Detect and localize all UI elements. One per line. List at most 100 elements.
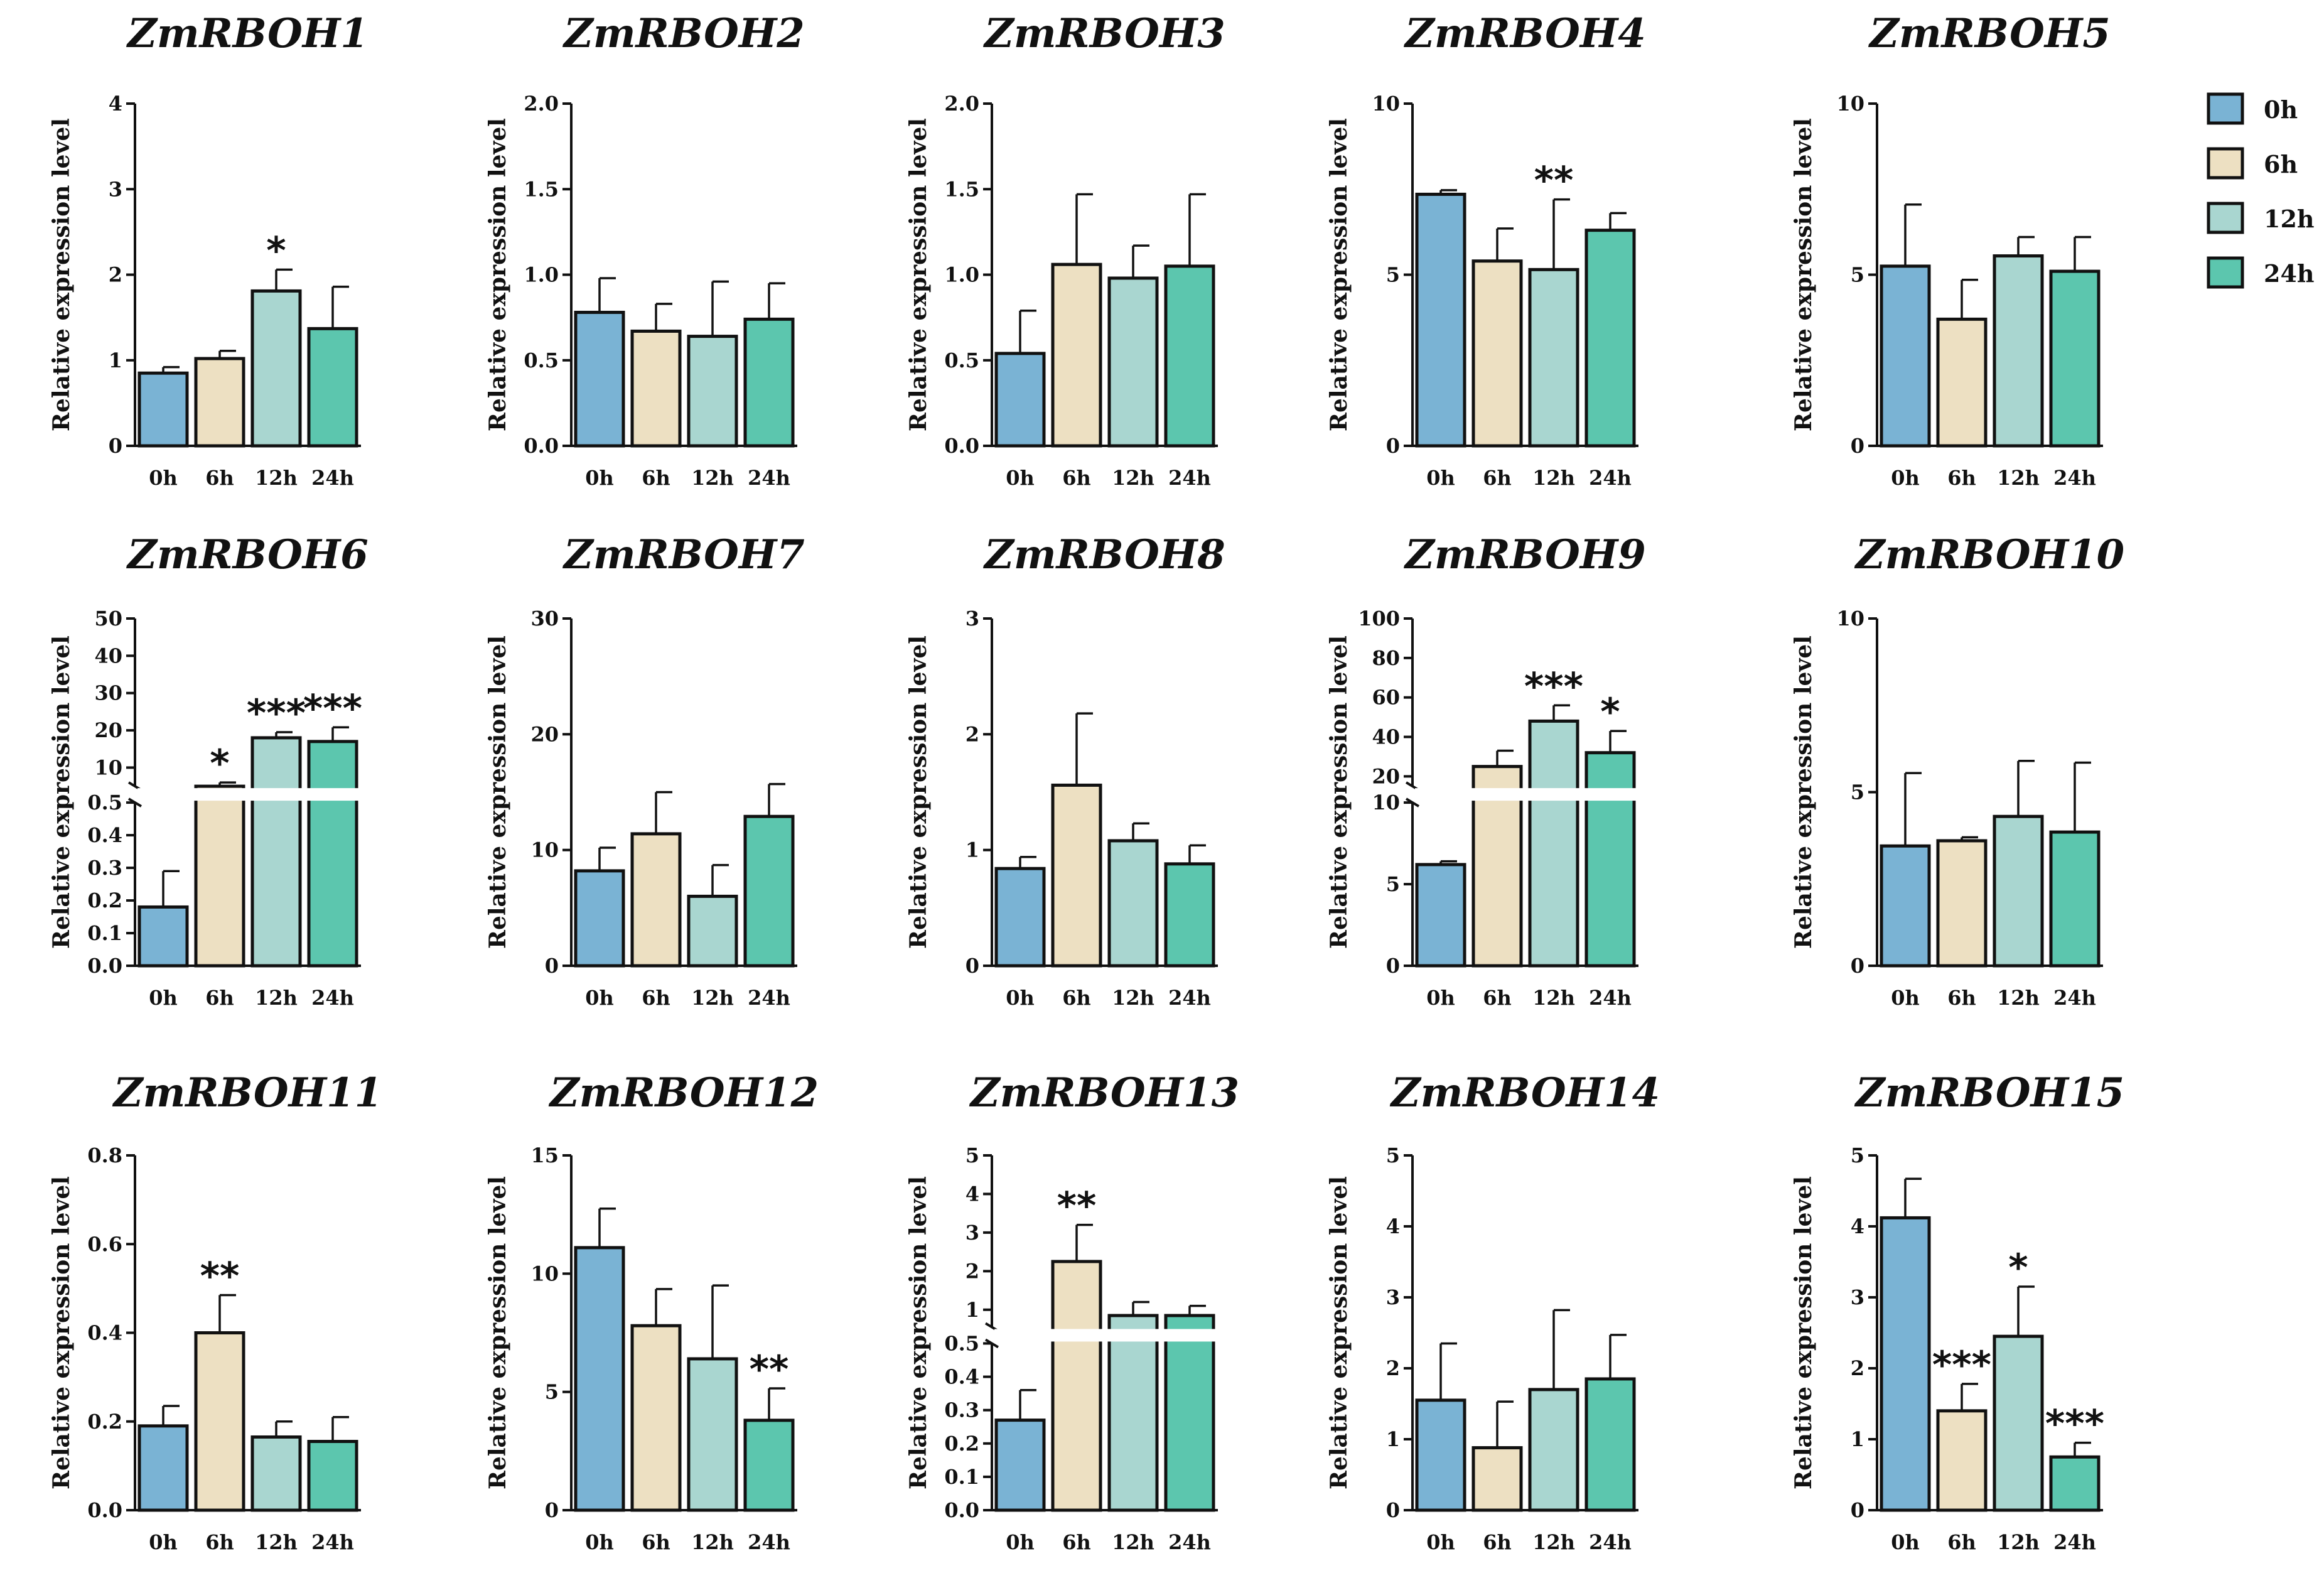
x-tick-label: 12h xyxy=(1997,1530,2040,1554)
y-tick-label: 10 xyxy=(530,838,559,862)
y-tick-label: 0.0 xyxy=(87,1498,122,1522)
y-tick-label: 1.5 xyxy=(524,177,559,201)
x-tick-label: 24h xyxy=(2053,1530,2096,1554)
y-tick-label: 0 xyxy=(1851,1498,1864,1522)
y-tick-label: 2 xyxy=(109,263,122,287)
panel-title: ZmRBOH6 xyxy=(126,531,369,578)
bar-12h xyxy=(687,335,738,448)
y-tick-label: 4 xyxy=(1386,1214,1400,1238)
x-tick-label: 24h xyxy=(1168,1530,1211,1554)
y-tick-label: 3 xyxy=(109,177,122,201)
x-tick-label: 24h xyxy=(748,1530,790,1554)
y-tick-label: 4 xyxy=(966,1182,979,1206)
x-tick-label: 12h xyxy=(1997,466,2040,490)
x-tick-label: 0h xyxy=(1006,1530,1035,1554)
significance-marker: *** xyxy=(247,691,306,735)
y-tick-label: 3 xyxy=(1386,1285,1400,1309)
y-tick-label: 0.5 xyxy=(524,349,559,372)
y-tick-label: 2 xyxy=(1851,1356,1864,1380)
panel-zmrboh10: ZmRBOH10 Relative expression level 0 5 10 0h 6… xyxy=(1790,531,2124,1010)
y-tick-label: 1.0 xyxy=(944,263,979,287)
bar-12h xyxy=(1528,719,1579,968)
legend-swatch xyxy=(2207,92,2244,125)
panel-zmrboh13: ZmRBOH13 Relative expression level 0.0 0.1 0… xyxy=(905,1069,1239,1554)
panel-title: ZmRBOH8 xyxy=(982,531,1225,578)
bar-12h xyxy=(250,736,302,968)
x-tick-label: 0h xyxy=(149,986,178,1010)
y-tick-label: 0.1 xyxy=(944,1465,979,1489)
bar-24h xyxy=(1164,264,1215,448)
x-tick-label: 12h xyxy=(691,986,734,1010)
bar-12h xyxy=(687,894,738,968)
x-tick-label: 0h xyxy=(585,1530,614,1554)
bar-0h xyxy=(1415,863,1466,968)
panel-title: ZmRBOH9 xyxy=(1403,531,1646,578)
y-tick-label: 4 xyxy=(109,92,122,116)
x-tick-label: 12h xyxy=(1532,986,1575,1010)
x-tick-label: 12h xyxy=(255,986,298,1010)
bar-0h xyxy=(994,1419,1046,1512)
x-tick-label: 24h xyxy=(1589,986,1632,1010)
significance-marker: * xyxy=(210,742,229,786)
x-tick-label: 6h xyxy=(1062,466,1091,490)
y-tick-label: 20 xyxy=(530,722,559,746)
y-tick-label: 0.2 xyxy=(944,1432,979,1456)
y-tick-label: 1.5 xyxy=(944,177,979,201)
y-tick-label: 0 xyxy=(1386,1498,1400,1522)
y-tick-label: 0 xyxy=(545,954,559,978)
bar-12h xyxy=(1107,1314,1159,1512)
bar-0h xyxy=(1880,1216,1931,1512)
bar-6h xyxy=(1471,1446,1523,1512)
y-tick-label: 0 xyxy=(1851,954,1864,978)
bar-0h xyxy=(994,352,1046,448)
bar-24h xyxy=(1584,1377,1636,1512)
y-tick-label: 10 xyxy=(94,755,122,779)
legend: 0h 6h 12h 24h xyxy=(2207,92,2315,289)
legend-label: 24h xyxy=(2264,259,2315,288)
bar-24h xyxy=(2049,1455,2101,1512)
x-tick-label: 24h xyxy=(2053,466,2096,490)
bar-6h xyxy=(1471,259,1523,448)
panel-zmrboh6: ZmRBOH6 Relative expression level 0.0 0.1 0.… xyxy=(48,531,369,1010)
bar-0h xyxy=(994,867,1046,968)
x-tick-label: 6h xyxy=(1483,466,1512,490)
y-tick-label: 0.0 xyxy=(87,954,122,978)
x-tick-label: 12h xyxy=(1532,466,1575,490)
axis-break-gap xyxy=(994,1329,1220,1342)
x-tick-label: 12h xyxy=(1112,1530,1154,1554)
significance-marker: ** xyxy=(750,1348,789,1392)
y-tick-label: 0.8 xyxy=(87,1143,122,1167)
panel-title: ZmRBOH2 xyxy=(562,10,805,57)
y-tick-label: 40 xyxy=(94,644,122,667)
y-tick-label: 0.0 xyxy=(944,1498,979,1522)
x-tick-label: 0h xyxy=(1891,466,1920,490)
y-axis-label: Relative expression level xyxy=(485,118,511,431)
bar-6h xyxy=(1936,839,1988,968)
panel-zmrboh9: ZmRBOH9 Relative expression level 0 5 10 20 40… xyxy=(1326,531,1646,1010)
significance-marker: ** xyxy=(1534,159,1574,203)
bar-24h xyxy=(307,327,358,448)
bar-6h xyxy=(630,832,682,968)
bar-24h xyxy=(743,814,795,968)
x-tick-label: 12h xyxy=(1112,986,1154,1010)
panel-title: ZmRBOH14 xyxy=(1389,1069,1660,1116)
x-tick-label: 24h xyxy=(311,1530,354,1554)
bar-24h xyxy=(1164,862,1215,968)
x-tick-label: 24h xyxy=(1589,466,1632,490)
panel-zmrboh7: ZmRBOH7 Relative expression level 0 10 20 30 0… xyxy=(485,531,805,1010)
panel-zmrboh15: ZmRBOH15 Relative expression level 0 1 2 3 4 5 0… xyxy=(1790,1069,2124,1554)
y-axis-label: Relative expression level xyxy=(905,635,932,949)
bar-6h xyxy=(630,1324,682,1512)
y-tick-label: 0.3 xyxy=(87,856,122,880)
x-tick-label: 12h xyxy=(691,466,734,490)
x-tick-label: 0h xyxy=(585,466,614,490)
x-tick-label: 0h xyxy=(149,1530,178,1554)
y-axis-label: Relative expression level xyxy=(1326,1176,1352,1489)
y-tick-label: 2.0 xyxy=(944,92,979,116)
panel-zmrboh11: ZmRBOH11 Relative expression level 0.0 0.2 0… xyxy=(48,1069,382,1554)
y-tick-label: 4 xyxy=(1851,1214,1864,1238)
y-tick-label: 0.5 xyxy=(944,349,979,372)
bar-0h xyxy=(1880,844,1931,968)
panel-zmrboh1: ZmRBOH1 Relative expression level 0 1 2 3 4 0h 6… xyxy=(48,10,369,490)
bar-6h xyxy=(1051,262,1102,448)
